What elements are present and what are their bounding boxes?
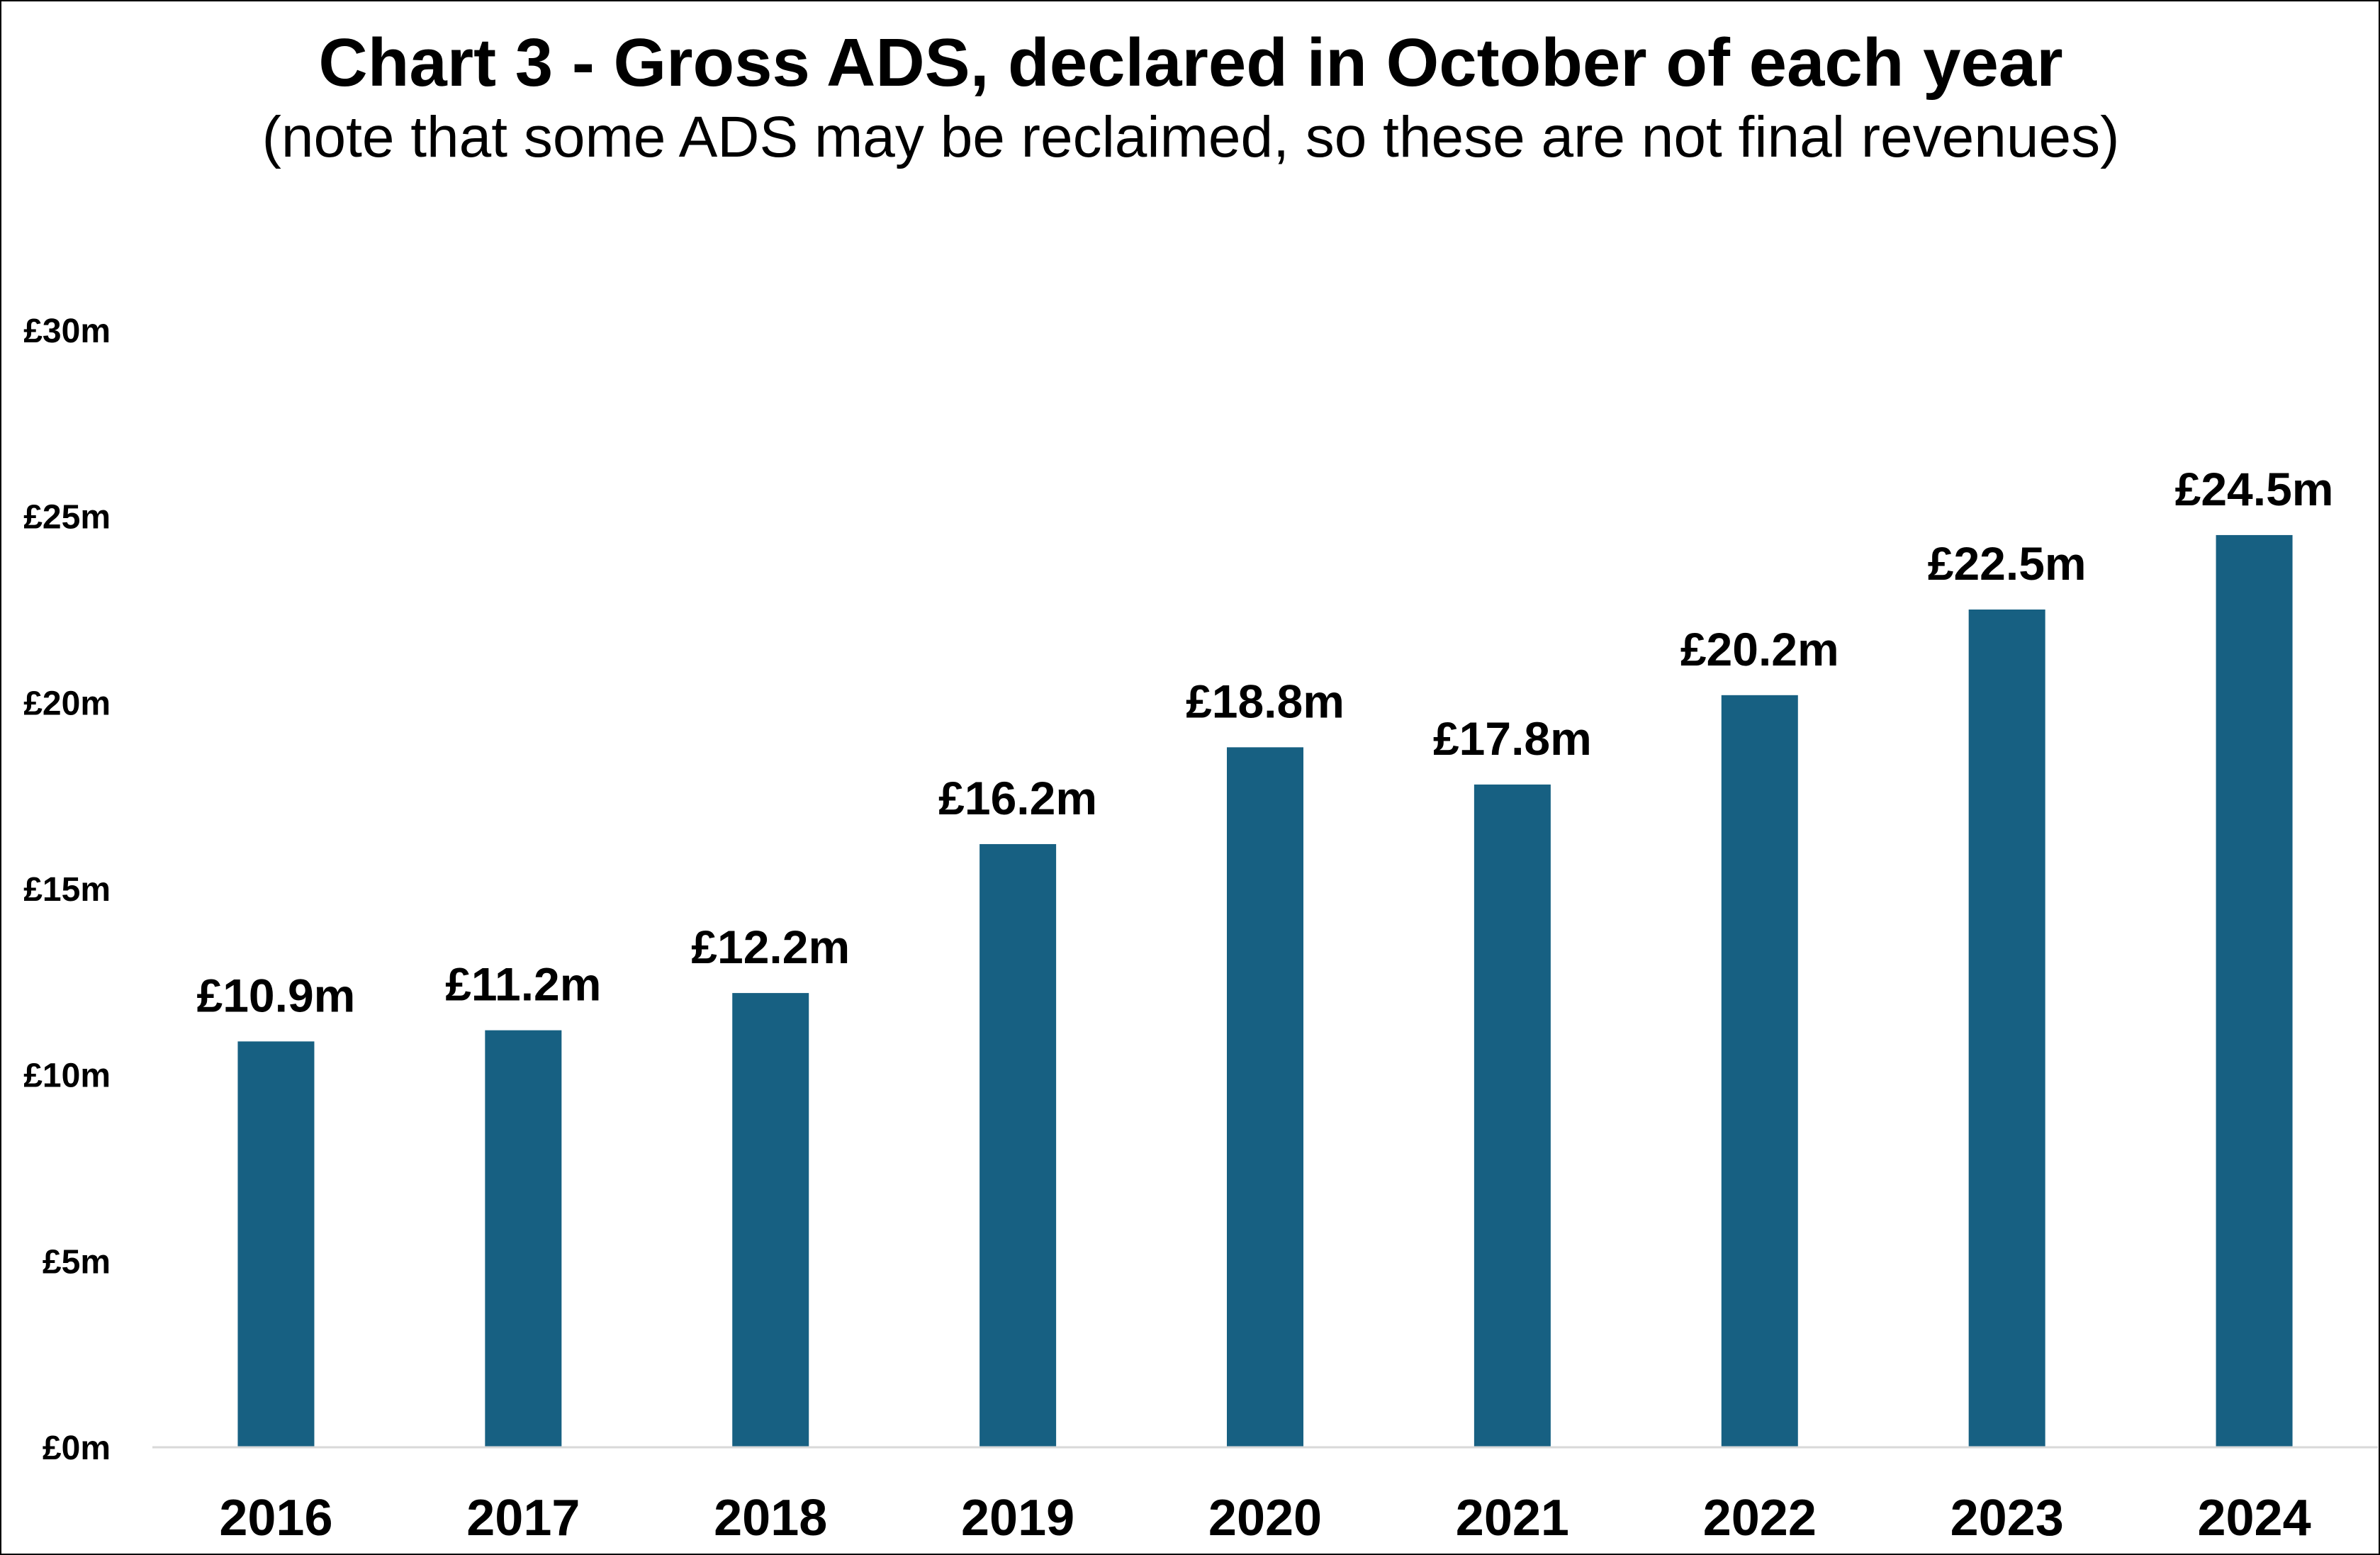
y-axis-tick-labels: £0m £5m £10m £15m £20m £25m £30m [23,313,111,1467]
y-tick-label: £0m [43,1430,111,1467]
chart-title: Chart 3 - Gross ADS, declared in October… [318,25,2063,101]
bar-2021 [1474,784,1551,1447]
y-tick-label: £5m [43,1243,111,1281]
y-tick-label: £20m [23,685,111,722]
x-tick-label-2024: 2024 [2197,1490,2311,1546]
y-tick-label: £30m [23,313,111,350]
bar-2018 [732,993,809,1447]
bar-2017 [485,1030,562,1447]
data-label-2021: £17.8m [1433,712,1592,765]
x-tick-label-2018: 2018 [714,1490,827,1546]
chart-header: Chart 3 - Gross ADS, declared in October… [241,26,2140,174]
data-label-2017: £11.2m [445,958,601,1011]
data-label-2023: £22.5m [1928,537,2087,590]
bar-series [237,534,2293,1447]
x-tick-label-2016: 2016 [219,1490,332,1546]
y-tick-label: £10m [23,1057,111,1095]
data-label-2022: £20.2m [1680,623,1839,675]
bar-2022 [1721,695,1798,1447]
data-label-2016: £10.9m [197,969,356,1021]
bar-2016 [237,1041,315,1447]
bar-2020 [1227,747,1303,1447]
bar-2019 [979,843,1057,1447]
bar-2023 [1968,610,2045,1447]
data-label-2018: £12.2m [691,921,850,973]
data-label-2024: £24.5m [2175,463,2334,515]
x-tick-label-2017: 2017 [466,1490,580,1546]
y-tick-label: £25m [23,499,111,537]
bar-2024 [2216,534,2293,1447]
data-label-2020: £18.8m [1186,675,1345,727]
y-tick-label: £15m [23,871,111,909]
x-tick-label-2019: 2019 [961,1490,1074,1546]
x-tick-label-2022: 2022 [1703,1490,1817,1546]
x-tick-label-2021: 2021 [1456,1490,1569,1546]
chart-subtitle: (note that some ADS may be reclaimed, so… [262,105,2120,169]
x-tick-label-2020: 2020 [1208,1490,1322,1546]
data-labels: £10.9m £11.2m £12.2m £16.2m £18.8m £17.8m £20.… [197,463,2334,1021]
x-axis-tick-labels: 2016 2017 2018 2019 2020 2021 2022 2023 2024 [219,1490,2311,1546]
x-tick-label-2023: 2023 [1950,1490,2064,1546]
data-label-2019: £16.2m [938,772,1097,824]
